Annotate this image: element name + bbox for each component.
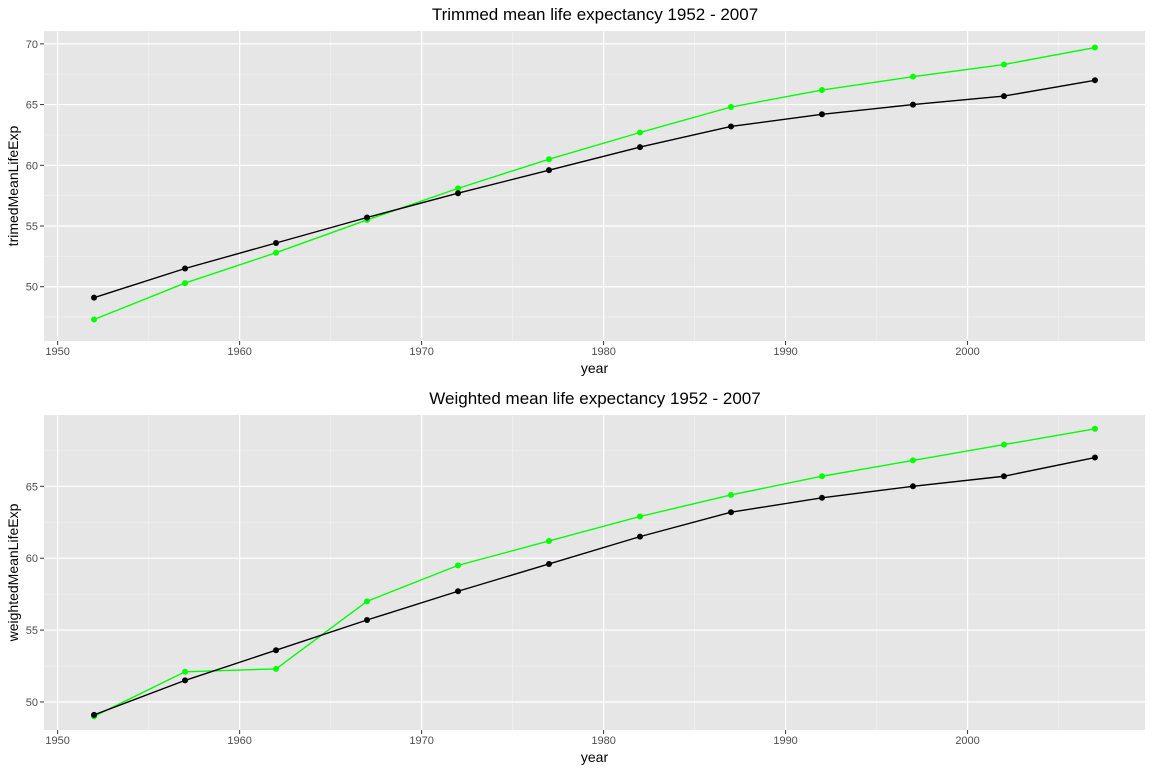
- chart-title: Trimmed mean life expectancy 1952 - 2007: [432, 5, 758, 24]
- data-point: [636, 144, 643, 151]
- data-point: [818, 111, 825, 118]
- weighted-mean-chart: Weighted mean life expectancy 1952 - 200…: [5, 389, 1145, 765]
- data-point: [727, 491, 734, 498]
- data-point: [546, 156, 553, 163]
- data-point: [455, 185, 462, 192]
- plot-panel: [44, 415, 1145, 730]
- major-gridlines-x: [57, 31, 969, 341]
- data-point: [818, 87, 825, 94]
- major-gridlines-y: [44, 485, 1145, 703]
- data-point: [636, 533, 643, 540]
- x-tick-label: 1980: [591, 735, 615, 747]
- data-point: [182, 280, 189, 287]
- plot-panel: [44, 31, 1145, 341]
- data-point: [636, 129, 643, 136]
- data-point: [727, 123, 734, 130]
- y-tick-label: 55: [26, 221, 38, 233]
- data-point: [455, 588, 462, 595]
- x-axis-title: year: [581, 360, 609, 376]
- y-tick-label: 65: [26, 100, 38, 112]
- y-axis-ticks: 50 55 60 65 70: [26, 39, 44, 294]
- data-point: [455, 190, 462, 197]
- data-point: [91, 711, 98, 718]
- data-point: [1000, 61, 1007, 68]
- series-layer: [91, 425, 1098, 720]
- data-point: [273, 665, 280, 672]
- y-axis-ticks: 50 55 60 65: [26, 481, 44, 709]
- x-tick-label: 1980: [591, 346, 615, 358]
- x-tick-label: 2000: [955, 735, 979, 747]
- y-tick-label: 70: [26, 39, 38, 51]
- data-point: [636, 513, 643, 520]
- data-point: [1091, 77, 1098, 84]
- x-tick-label: 1970: [409, 346, 433, 358]
- x-tick-label: 1990: [773, 346, 797, 358]
- data-point: [909, 101, 916, 108]
- data-point: [273, 240, 280, 247]
- data-point: [364, 617, 371, 624]
- x-tick-label: 1990: [773, 735, 797, 747]
- x-tick-label: 1950: [45, 735, 69, 747]
- y-tick-label: 55: [26, 625, 38, 637]
- y-tick-label: 60: [26, 553, 38, 565]
- data-point: [1091, 425, 1098, 432]
- data-point: [1000, 93, 1007, 100]
- y-tick-label: 65: [26, 481, 38, 493]
- x-tick-label: 1950: [45, 346, 69, 358]
- data-point: [182, 677, 189, 684]
- chart-title: Weighted mean life expectancy 1952 - 200…: [429, 389, 760, 408]
- data-point: [546, 167, 553, 174]
- data-point: [1000, 473, 1007, 480]
- trimmed-mean-chart: Trimmed mean life expectancy 1952 - 2007…: [5, 5, 1145, 376]
- y-axis-title: trimedMeanLifeExp: [5, 125, 21, 246]
- data-point: [91, 316, 98, 323]
- data-point: [364, 214, 371, 221]
- x-tick-label: 1960: [227, 735, 251, 747]
- series-line-0: [93, 46, 1096, 321]
- major-gridlines-x: [57, 415, 969, 730]
- data-point: [182, 265, 189, 272]
- data-point: [727, 104, 734, 111]
- series-layer: [91, 44, 1098, 323]
- y-axis-title: weightedMeanLifeExp: [5, 503, 21, 642]
- y-tick-label: 50: [26, 697, 38, 709]
- data-point: [364, 598, 371, 605]
- data-point: [818, 494, 825, 501]
- data-point: [1000, 441, 1007, 448]
- data-point: [91, 294, 98, 301]
- x-tick-label: 2000: [955, 346, 979, 358]
- data-point: [546, 560, 553, 567]
- data-point: [909, 73, 916, 80]
- x-tick-label: 1960: [227, 346, 251, 358]
- series-line-1: [93, 79, 1096, 299]
- x-axis-ticks: 1950 1960 1970 1980 1990 2000: [45, 730, 980, 747]
- data-point: [546, 537, 553, 544]
- series-line-0: [93, 428, 1096, 717]
- data-point: [455, 562, 462, 569]
- data-point: [273, 647, 280, 654]
- data-point: [727, 509, 734, 516]
- x-axis-ticks: 1950 1960 1970 1980 1990 2000: [45, 341, 980, 358]
- minor-gridlines-x: [148, 415, 1059, 730]
- x-axis-title: year: [581, 749, 609, 765]
- major-gridlines-y: [44, 43, 1145, 288]
- x-tick-label: 1970: [409, 735, 433, 747]
- y-tick-label: 60: [26, 160, 38, 172]
- y-tick-label: 50: [26, 282, 38, 294]
- data-point: [1091, 44, 1098, 51]
- data-point: [909, 483, 916, 490]
- series-line-1: [93, 456, 1096, 716]
- data-point: [909, 457, 916, 464]
- data-point: [273, 249, 280, 256]
- data-point: [182, 668, 189, 675]
- data-point: [1091, 454, 1098, 461]
- data-point: [818, 473, 825, 480]
